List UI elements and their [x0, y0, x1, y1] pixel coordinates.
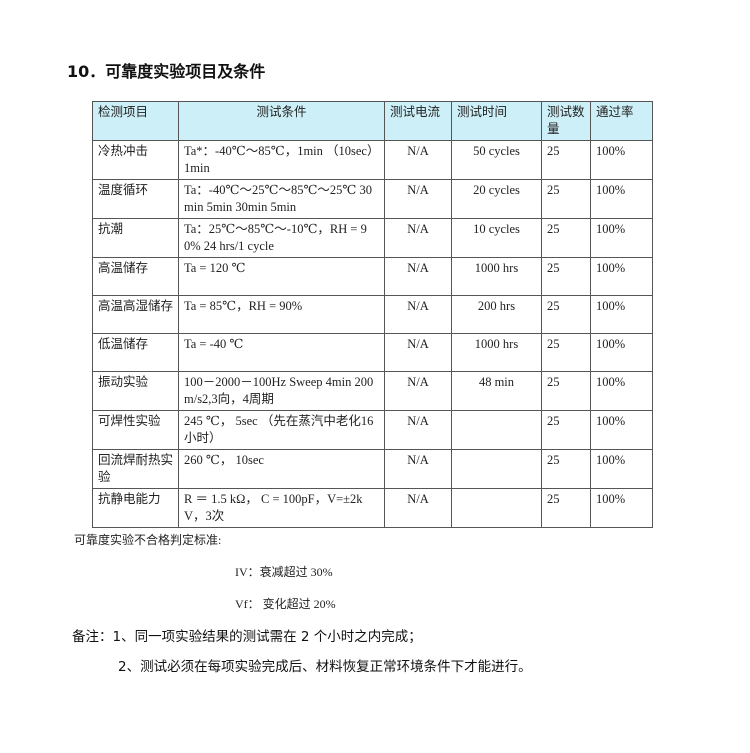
table-cell: 25	[541, 488, 591, 528]
table-cell: 冷热冲击	[92, 140, 179, 180]
table-cell: 高温高湿储存	[92, 295, 179, 334]
table-cell: 25	[541, 179, 591, 219]
column-header: 测试时间	[451, 101, 542, 141]
table-cell: N/A	[384, 140, 452, 180]
table-cell	[451, 488, 542, 528]
table-cell: 25	[541, 371, 591, 411]
table-cell: 振动实验	[92, 371, 179, 411]
table-cell: Ta：25℃～85℃～-10℃，RH = 90% 24 hrs/1 cycle	[178, 218, 385, 258]
table-cell: 100%	[590, 179, 653, 219]
table-row: 振动实验 100－2000－100Hz Sweep 4min 200m/s2,3向…	[92, 371, 653, 411]
table-row: 可焊性实验 245 ℃， 5sec （先在蒸汽中老化16小时） N/A 25 100%	[92, 410, 653, 450]
column-header: 测试数量	[541, 101, 591, 141]
table-cell: N/A	[384, 333, 452, 372]
table-cell: 48 min	[451, 371, 542, 411]
table-cell	[451, 449, 542, 489]
table-cell: 回流焊耐热实验	[92, 449, 179, 489]
table-cell: N/A	[384, 371, 452, 411]
table-cell: 245 ℃， 5sec （先在蒸汽中老化16小时）	[178, 410, 385, 450]
table-cell: 可焊性实验	[92, 410, 179, 450]
table-cell: 温度循环	[92, 179, 179, 219]
table-cell: 25	[541, 218, 591, 258]
table-cell: 25	[541, 140, 591, 180]
criteria-heading: 可靠度实验不合格判定标准:	[74, 533, 222, 547]
table-cell: N/A	[384, 295, 452, 334]
table-cell: 100%	[590, 449, 653, 489]
table-cell: R ＝ 1.5 kΩ， C = 100pF，V=±2kV，3次	[178, 488, 385, 528]
table-cell: N/A	[384, 179, 452, 219]
table-cell: 1000 hrs	[451, 333, 542, 372]
table-cell: 260 ℃， 10sec	[178, 449, 385, 489]
table-cell	[451, 410, 542, 450]
table-header-row: 检测项目 测试条件 测试电流 测试时间 测试数量 通过率	[92, 101, 653, 141]
table-cell: 低温储存	[92, 333, 179, 372]
table-cell: N/A	[384, 449, 452, 489]
table-cell: Ta*：-40℃～85℃，1min （10sec）1min	[178, 140, 385, 180]
table-row: 冷热冲击 Ta*：-40℃～85℃，1min （10sec）1min N/A 50 c…	[92, 140, 653, 180]
table-cell: N/A	[384, 488, 452, 528]
table-cell: 100%	[590, 488, 653, 528]
table-cell: 200 hrs	[451, 295, 542, 334]
table-cell: 100%	[590, 410, 653, 450]
table-cell: Ta = 120 ℃	[178, 257, 385, 296]
table-cell: 25	[541, 257, 591, 296]
table-cell: N/A	[384, 218, 452, 258]
criteria-iv: IV：衰减超过 30%	[235, 565, 333, 579]
remark-2: 2、测试必须在每项实验完成后、材料恢复正常环境条件下才能进行。	[118, 659, 532, 675]
column-header: 测试电流	[384, 101, 452, 141]
table-cell: 25	[541, 333, 591, 372]
table-row: 抗潮 Ta：25℃～85℃～-10℃，RH = 90% 24 hrs/1 cycl…	[92, 218, 653, 258]
table-row: 温度循环 Ta：-40℃～25℃～85℃～25℃ 30min 5min 30min…	[92, 179, 653, 219]
table-row: 低温储存 Ta = -40 ℃ N/A 1000 hrs 25 100%	[92, 333, 653, 372]
table-cell: 50 cycles	[451, 140, 542, 180]
column-header: 测试条件	[178, 101, 385, 141]
table-cell: 100%	[590, 257, 653, 296]
table-cell: N/A	[384, 257, 452, 296]
criteria-vf: Vf： 变化超过 20%	[235, 597, 336, 611]
table-cell: 高温储存	[92, 257, 179, 296]
table-cell: 25	[541, 295, 591, 334]
table-cell: 100%	[590, 371, 653, 411]
table-cell: Ta = -40 ℃	[178, 333, 385, 372]
column-header: 检测项目	[92, 101, 179, 141]
reliability-table: 检测项目 测试条件 测试电流 测试时间 测试数量 通过率 冷热冲击 Ta*：-40℃～85℃…	[92, 101, 653, 528]
table-cell: 抗潮	[92, 218, 179, 258]
table-cell: 25	[541, 449, 591, 489]
table-cell: 100%	[590, 333, 653, 372]
table-cell: 抗静电能力	[92, 488, 179, 528]
table-cell: 100%	[590, 295, 653, 334]
remark-1: 备注：1、同一项实验结果的测试需在 2 个小时之内完成；	[72, 629, 422, 645]
table-cell: 10 cycles	[451, 218, 542, 258]
table-cell: 25	[541, 410, 591, 450]
table-row: 回流焊耐热实验 260 ℃， 10sec N/A 25 100%	[92, 449, 653, 489]
table-row: 高温储存 Ta = 120 ℃ N/A 1000 hrs 25 100%	[92, 257, 653, 296]
table-cell: Ta：-40℃～25℃～85℃～25℃ 30min 5min 30min 5mi…	[178, 179, 385, 219]
table-cell: N/A	[384, 410, 452, 450]
table-row: 高温高湿储存 Ta = 85℃，RH = 90% N/A 200 hrs 25 100%	[92, 295, 653, 334]
column-header: 通过率	[590, 101, 653, 141]
table-cell: 100－2000－100Hz Sweep 4min 200m/s2,3向，4周期	[178, 371, 385, 411]
table-cell: 1000 hrs	[451, 257, 542, 296]
section-title: 10．可靠度实验项目及条件	[67, 62, 266, 81]
table-cell: 100%	[590, 140, 653, 180]
table-row: 抗静电能力 R ＝ 1.5 kΩ， C = 100pF，V=±2kV，3次 N/A 2…	[92, 488, 653, 528]
table-cell: 20 cycles	[451, 179, 542, 219]
table-cell: Ta = 85℃，RH = 90%	[178, 295, 385, 334]
table-cell: 100%	[590, 218, 653, 258]
